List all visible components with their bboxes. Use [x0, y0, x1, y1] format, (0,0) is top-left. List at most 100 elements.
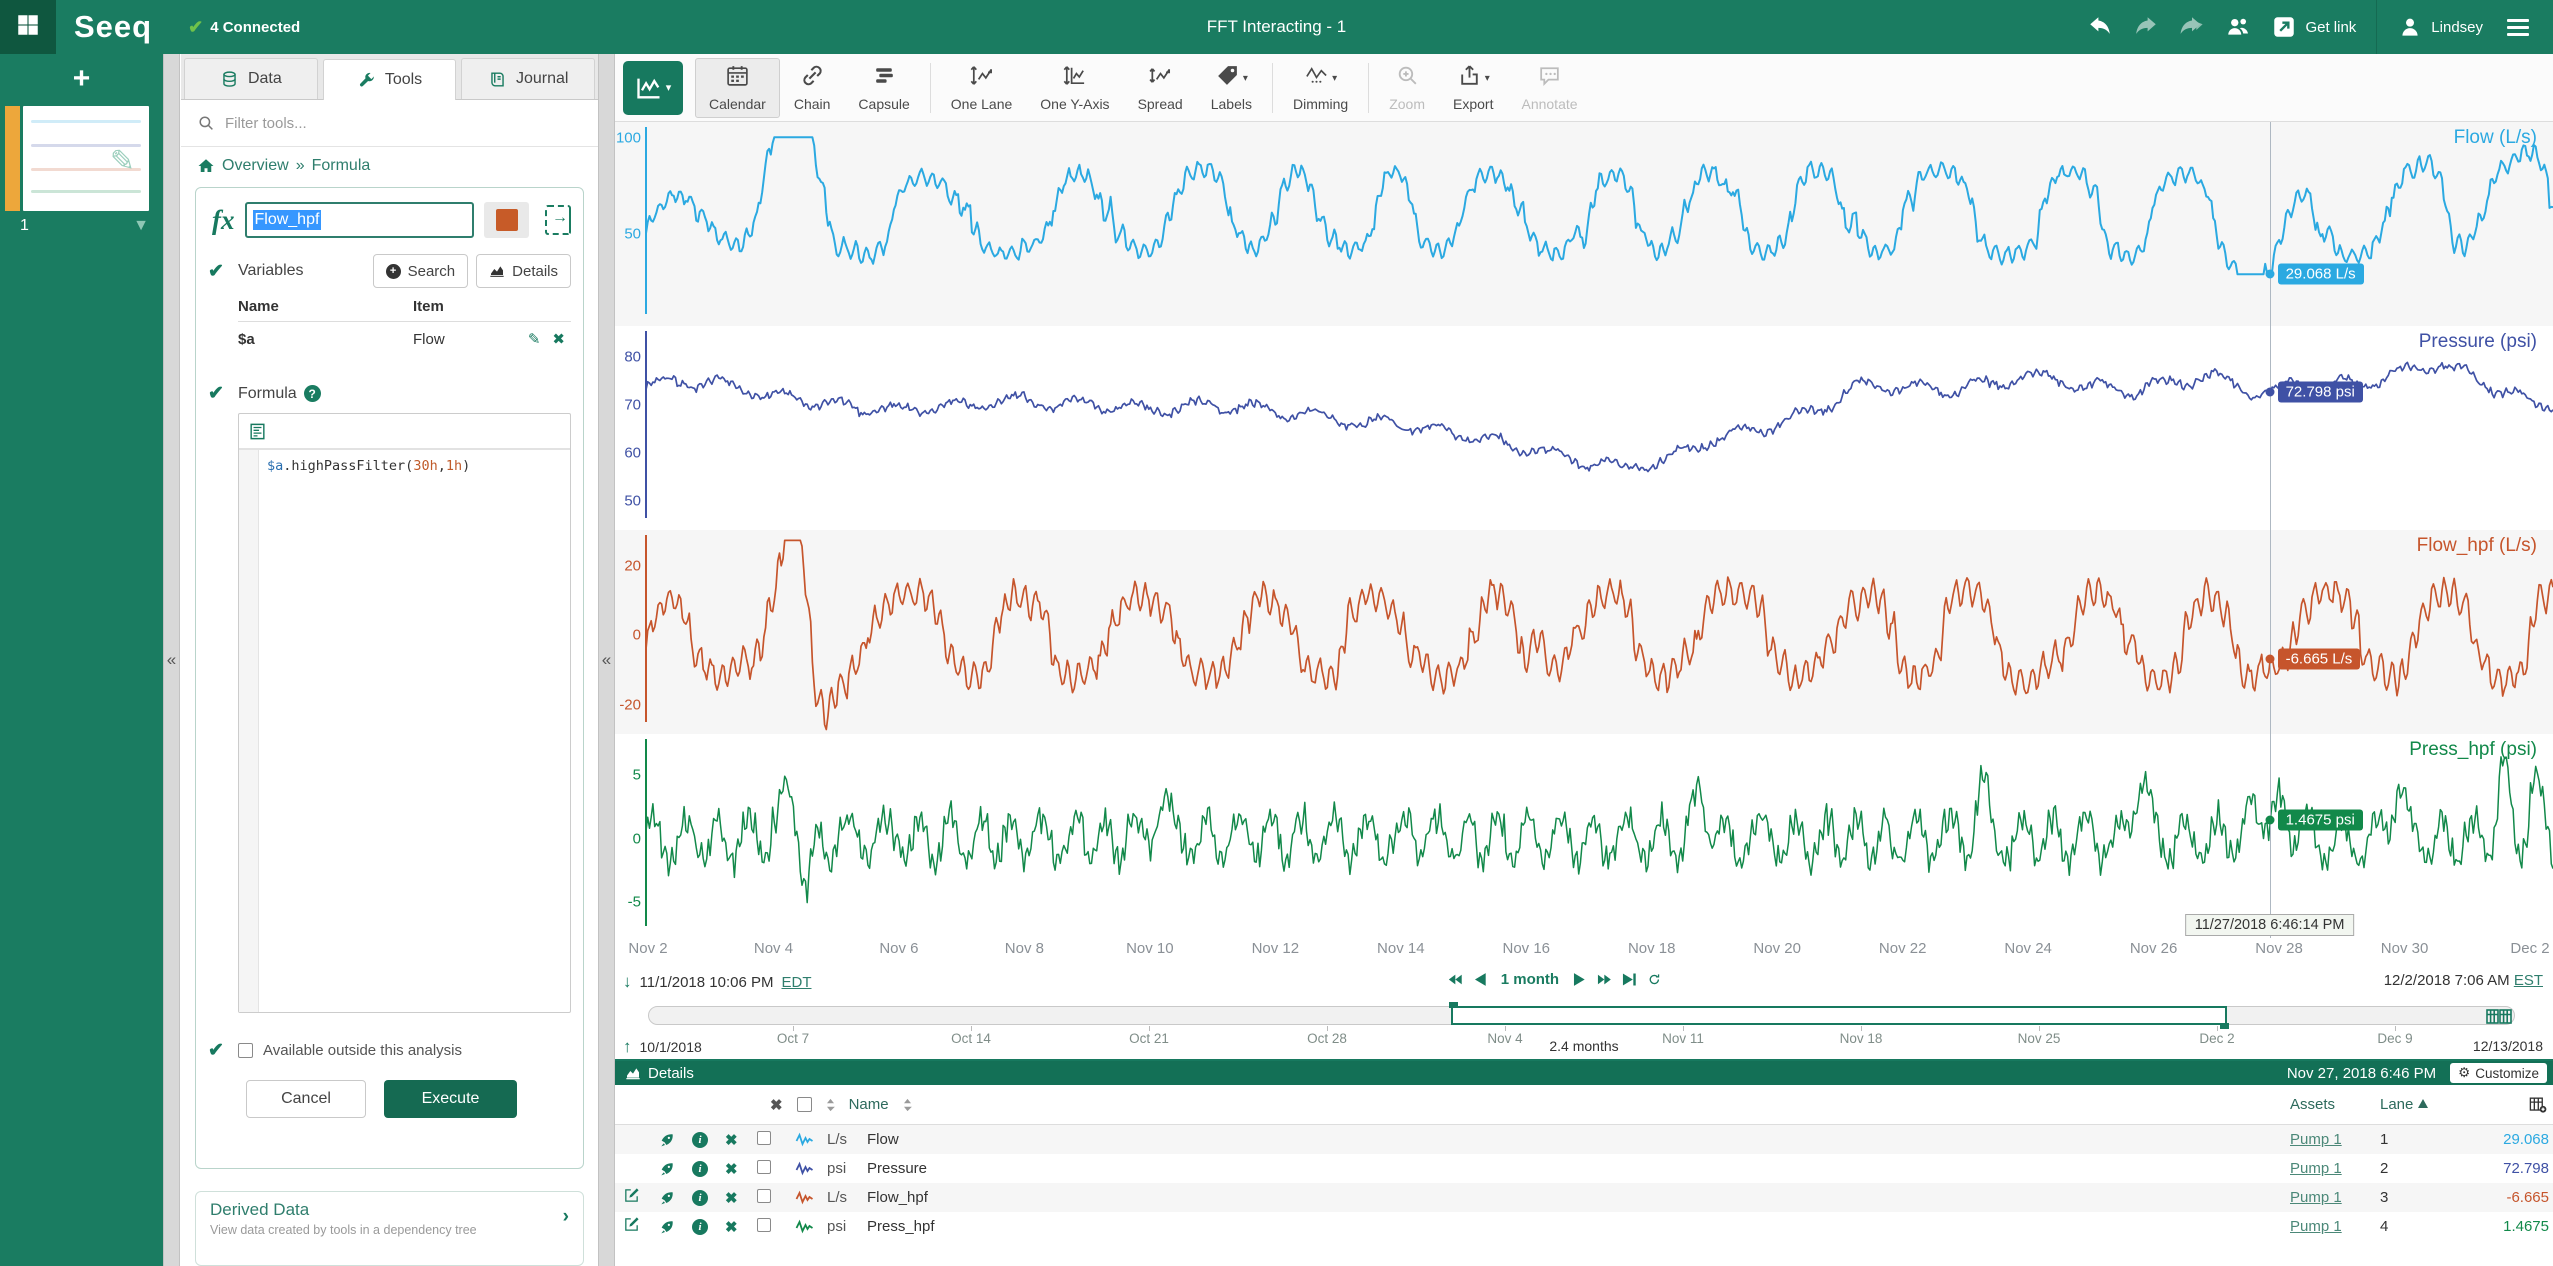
y-axis-pressure[interactable]	[645, 331, 647, 518]
scrubber-left-handle[interactable]	[1448, 1002, 1458, 1008]
scrubber-right-handle[interactable]	[2219, 1023, 2229, 1029]
row-checkbox[interactable]	[757, 1159, 794, 1178]
scrubber-selected-window[interactable]	[1448, 1002, 2229, 1029]
lane-pressure[interactable]: 80 70 60 50 Pressure (psi) 72.798 psi	[615, 326, 2553, 530]
derived-data-card[interactable]: Derived Data View data created by tools …	[195, 1191, 584, 1266]
cancel-button[interactable]: Cancel	[246, 1080, 366, 1118]
signal-name[interactable]: Flow_hpf	[867, 1189, 928, 1206]
toolbar-calendar-button[interactable]: Calendar	[695, 57, 780, 118]
remove-icon[interactable]: ✖	[725, 1160, 738, 1178]
remove-icon[interactable]: ✖	[725, 1131, 738, 1149]
signal-name[interactable]: Flow	[867, 1131, 899, 1148]
edit-tool-icon[interactable]	[615, 1187, 659, 1208]
info-icon[interactable]: i	[692, 1131, 725, 1148]
signal-name[interactable]: Pressure	[867, 1160, 928, 1177]
redo-icon[interactable]	[2133, 14, 2159, 40]
send-to-trend-icon[interactable]	[659, 1190, 692, 1206]
move-to-panel-icon[interactable]	[545, 205, 572, 235]
toolbar-dimming-button[interactable]: ▾ Dimming	[1279, 58, 1362, 118]
y-axis-press-hpf[interactable]	[645, 739, 647, 926]
toolbar-one-lane-button[interactable]: One Lane	[937, 58, 1027, 118]
lane-flow-hpf[interactable]: 20 0 -20 Flow_hpf (L/s) -6.665 L/s	[615, 530, 2553, 734]
asset-link[interactable]: Pump 1	[2290, 1218, 2342, 1235]
color-picker-button[interactable]	[483, 202, 530, 238]
toolbar-chain-button[interactable]: Chain	[780, 58, 845, 118]
calendar-grid-icon[interactable]	[2486, 1009, 2512, 1024]
range-duration-label[interactable]: 1 month	[1500, 971, 1560, 988]
asset-link[interactable]: Pump 1	[2290, 1160, 2342, 1177]
toolbar-spread-button[interactable]: Spread	[1124, 58, 1197, 118]
range-start[interactable]: ↓ 11/1/2018 10:06 PM EDT	[623, 972, 812, 991]
details-col-lane[interactable]: Lane	[2380, 1096, 2458, 1113]
refresh-icon[interactable]	[1648, 972, 1661, 987]
tab-data[interactable]: Data	[184, 58, 318, 99]
user-menu[interactable]: Lindsey	[2397, 14, 2483, 40]
info-icon[interactable]: i	[692, 1160, 725, 1177]
investigate-start[interactable]: ↑ 10/1/2018	[623, 1037, 702, 1056]
details-col-assets[interactable]: Assets	[2290, 1096, 2336, 1113]
asset-link[interactable]: Pump 1	[2290, 1189, 2342, 1206]
remove-all-icon[interactable]: ✖	[770, 1096, 783, 1114]
execute-button[interactable]: Execute	[384, 1080, 517, 1118]
breadcrumb-overview-link[interactable]: Overview	[222, 157, 289, 174]
trend-lanes[interactable]: 100 50 Flow (L/s) 29.068 L/s 80 70 60 50 Pressur…	[615, 122, 2553, 938]
range-end[interactable]: 12/2/2018 7:06 AM EST	[2383, 972, 2543, 989]
row-checkbox[interactable]	[757, 1130, 794, 1149]
row-checkbox[interactable]	[757, 1217, 794, 1236]
lane-press-hpf[interactable]: 5 0 -5 Press_hpf (psi) 1.4675 psi	[615, 734, 2553, 938]
edit-tool-icon[interactable]	[615, 1216, 659, 1237]
y-axis-flow-hpf[interactable]	[645, 535, 647, 722]
connection-status[interactable]: ✔ 4 Connected	[188, 16, 301, 37]
asset-link[interactable]: Pump 1	[2290, 1131, 2342, 1148]
add-worksheet-button[interactable]: +	[72, 62, 91, 95]
step-forward-button[interactable]	[1573, 972, 1586, 987]
formula-code[interactable]: $a.highPassFilter(30h,1h)	[267, 458, 471, 474]
timezone-start[interactable]: EDT	[781, 973, 812, 991]
select-all-checkbox[interactable]	[796, 1097, 812, 1112]
collapse-worksheets-handle[interactable]: «	[163, 54, 180, 1266]
share-forward-icon[interactable]	[2179, 14, 2205, 40]
home-icon[interactable]	[197, 157, 215, 175]
remove-icon[interactable]: ✖	[725, 1189, 738, 1207]
lane-flow[interactable]: 100 50 Flow (L/s) 29.068 L/s	[615, 122, 2553, 326]
add-column-button[interactable]	[2458, 1095, 2553, 1114]
step-back-double-button[interactable]	[1448, 972, 1462, 987]
timezone-end[interactable]: EST	[2513, 972, 2543, 989]
step-back-button[interactable]	[1474, 972, 1487, 987]
apps-grid-button[interactable]	[0, 0, 56, 54]
sort-icon[interactable]	[903, 1098, 912, 1112]
collapse-tools-handle[interactable]: «	[598, 54, 615, 1266]
remove-icon[interactable]: ✖	[725, 1218, 738, 1236]
details-col-name[interactable]: Name	[848, 1096, 889, 1113]
undo-icon[interactable]	[2087, 14, 2113, 40]
toolbar-export-button[interactable]: ▾ Export	[1439, 58, 1507, 118]
tab-tools[interactable]: Tools	[322, 59, 457, 100]
info-icon[interactable]: i	[692, 1218, 725, 1235]
send-to-trend-icon[interactable]	[659, 1132, 692, 1148]
worksheet-thumbnail[interactable]: ✎	[23, 106, 149, 211]
info-icon[interactable]: i	[692, 1189, 725, 1206]
y-axis-flow[interactable]	[645, 127, 647, 314]
trend-view-selector[interactable]: ▾	[623, 60, 683, 115]
formula-name-input[interactable]: Flow_hpf	[244, 202, 474, 238]
delete-variable-icon[interactable]: ✖	[552, 331, 565, 348]
send-to-trend-icon[interactable]	[659, 1161, 692, 1177]
toolbar-one-y-axis-button[interactable]: One Y-Axis	[1026, 58, 1123, 118]
variables-details-button[interactable]: Details	[476, 254, 571, 288]
document-lines-icon[interactable]	[248, 422, 267, 441]
signal-name[interactable]: Press_hpf	[867, 1218, 935, 1235]
get-link-button[interactable]: Get link	[2271, 14, 2356, 40]
variables-search-button[interactable]: + Search	[372, 254, 469, 288]
hamburger-menu-icon[interactable]	[2503, 15, 2533, 40]
worksheet-chevron-down-icon[interactable]: ▼	[133, 217, 149, 234]
step-forward-double-button[interactable]	[1598, 972, 1612, 987]
tab-journal[interactable]: Journal	[461, 58, 596, 99]
toolbar-capsule-button[interactable]: Capsule	[844, 58, 923, 118]
sort-icon[interactable]	[826, 1098, 835, 1112]
edit-variable-icon[interactable]: ✎	[527, 331, 541, 348]
investigate-end[interactable]: 12/13/2018	[2472, 1038, 2543, 1054]
filter-tools-input[interactable]	[225, 114, 555, 132]
scrubber-track[interactable]	[648, 1002, 2515, 1029]
customize-button[interactable]: ⚙ Customize	[2450, 1063, 2547, 1083]
step-to-end-button[interactable]	[1623, 972, 1637, 987]
